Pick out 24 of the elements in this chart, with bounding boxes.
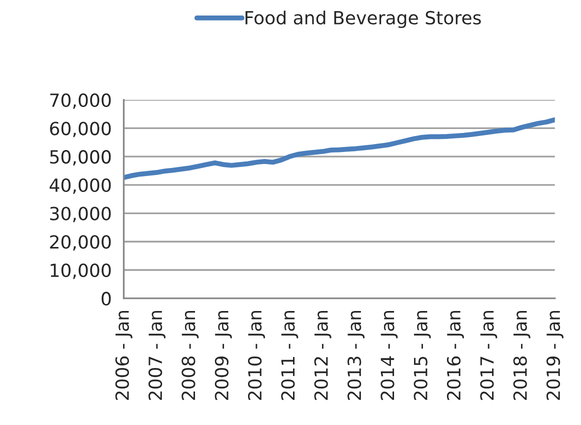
x-tick-label: 2007 - Jan [148, 310, 166, 400]
y-tick-label: 60,000 [50, 122, 111, 138]
y-tick-label: 20,000 [50, 235, 111, 251]
y-tick-label: 40,000 [50, 178, 111, 194]
x-tick-label: 2013 - Jan [348, 310, 365, 400]
y-tick-label: 70,000 [50, 93, 111, 109]
x-tick-label: 2009 - Jan [214, 310, 232, 400]
y-tick-label: 10,000 [50, 263, 111, 279]
x-tick-label: 2016 - Jan [446, 310, 464, 400]
x-tick-label: 2012 - Jan [314, 310, 332, 400]
x-tick-label: 2015 - Jan [414, 310, 431, 400]
line-series [124, 117, 555, 180]
x-tick-label: 2010 - Jan [248, 310, 266, 400]
legend-label: Food and Beverage Stores [246, 10, 481, 28]
y-tick-label: 50,000 [50, 150, 111, 166]
x-tick-label: 2014 - Jan [380, 310, 398, 400]
y-tick-label: 0 [102, 292, 111, 306]
x-tick-label: 2006 - Jan [115, 310, 132, 400]
x-tick-label: 2019 - Jan [546, 310, 564, 400]
x-tick-label: 2018 - Jan [513, 310, 530, 400]
x-tick-label: 2017 - Jan [480, 310, 498, 400]
y-tick-label: 30,000 [50, 206, 111, 222]
x-tick-label: 2011 - Jan [281, 310, 298, 400]
x-tick-label: 2008 - Jan [182, 310, 199, 400]
